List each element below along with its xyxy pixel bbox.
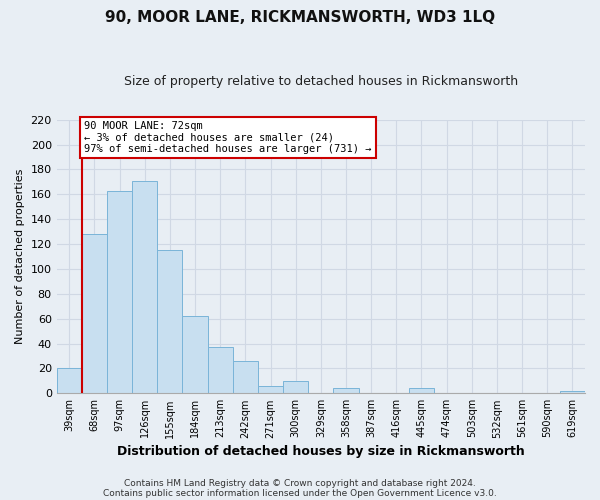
Bar bbox=[409, 388, 434, 394]
Text: 90 MOOR LANE: 72sqm
← 3% of detached houses are smaller (24)
97% of semi-detache: 90 MOOR LANE: 72sqm ← 3% of detached hou… bbox=[84, 121, 371, 154]
Title: Size of property relative to detached houses in Rickmansworth: Size of property relative to detached ho… bbox=[124, 75, 518, 88]
Text: 90, MOOR LANE, RICKMANSWORTH, WD3 1LQ: 90, MOOR LANE, RICKMANSWORTH, WD3 1LQ bbox=[105, 10, 495, 25]
Bar bbox=[182, 316, 208, 394]
Bar bbox=[233, 361, 258, 394]
X-axis label: Distribution of detached houses by size in Rickmansworth: Distribution of detached houses by size … bbox=[117, 444, 525, 458]
Bar bbox=[283, 381, 308, 394]
Text: Contains HM Land Registry data © Crown copyright and database right 2024.: Contains HM Land Registry data © Crown c… bbox=[124, 478, 476, 488]
Y-axis label: Number of detached properties: Number of detached properties bbox=[15, 169, 25, 344]
Bar bbox=[334, 388, 359, 394]
Bar bbox=[82, 234, 107, 394]
Bar bbox=[157, 250, 182, 394]
Bar bbox=[208, 348, 233, 394]
Bar bbox=[258, 386, 283, 394]
Text: Contains public sector information licensed under the Open Government Licence v3: Contains public sector information licen… bbox=[103, 488, 497, 498]
Bar bbox=[56, 368, 82, 394]
Bar bbox=[107, 190, 132, 394]
Bar bbox=[132, 180, 157, 394]
Bar bbox=[560, 391, 585, 394]
